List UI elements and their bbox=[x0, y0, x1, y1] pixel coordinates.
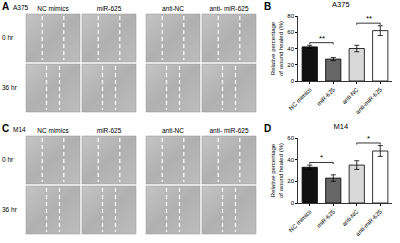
svg-text:36 hr: 36 hr bbox=[2, 84, 18, 91]
svg-text:0: 0 bbox=[291, 78, 295, 84]
svg-text:M14: M14 bbox=[334, 122, 349, 131]
svg-text:NC mimics: NC mimics bbox=[37, 5, 69, 12]
svg-text:**: ** bbox=[366, 14, 372, 23]
svg-text:20: 20 bbox=[287, 178, 294, 184]
svg-text:*: * bbox=[367, 134, 370, 143]
svg-text:miR-625: miR-625 bbox=[316, 86, 337, 107]
svg-text:40: 40 bbox=[287, 46, 294, 52]
html-text:D: D bbox=[264, 123, 272, 134]
svg-text:C: C bbox=[2, 123, 9, 134]
svg-text:36 hr: 36 hr bbox=[2, 206, 18, 213]
svg-text:0 hr: 0 hr bbox=[2, 156, 14, 163]
svg-text:NC mimics: NC mimics bbox=[288, 87, 313, 112]
svg-text:Relative percentageof wound he: Relative percentageof wound healed (%) bbox=[270, 21, 284, 76]
svg-text:M14: M14 bbox=[13, 126, 26, 133]
svg-text:anti-NC: anti-NC bbox=[162, 5, 184, 12]
svg-text:anti- miR-625: anti- miR-625 bbox=[209, 127, 248, 134]
svg-text:*: * bbox=[320, 153, 323, 162]
svg-text:anti-miR-625: anti-miR-625 bbox=[355, 86, 384, 115]
svg-text:0 hr: 0 hr bbox=[2, 34, 14, 41]
svg-text:anti- miR-625: anti- miR-625 bbox=[209, 5, 248, 12]
svg-text:**: ** bbox=[319, 34, 325, 43]
svg-text:anti-miR-625: anti-miR-625 bbox=[355, 208, 384, 237]
html-text:B: B bbox=[264, 1, 272, 12]
svg-text:anti-NC: anti-NC bbox=[162, 127, 184, 134]
svg-text:60: 60 bbox=[287, 29, 294, 35]
svg-text:80: 80 bbox=[287, 13, 294, 19]
svg-text:20: 20 bbox=[287, 62, 294, 68]
svg-text:Relative percentageof wound he: Relative percentageof wound healed (%) bbox=[270, 143, 284, 198]
svg-text:anti-NC: anti-NC bbox=[341, 208, 360, 227]
svg-text:NC mimics: NC mimics bbox=[37, 127, 69, 134]
svg-text:60: 60 bbox=[287, 135, 294, 141]
svg-text:0: 0 bbox=[291, 200, 295, 206]
svg-text:miR-625: miR-625 bbox=[97, 127, 122, 134]
svg-text:40: 40 bbox=[287, 157, 294, 163]
svg-text:anti-NC: anti-NC bbox=[341, 86, 360, 105]
svg-text:A375: A375 bbox=[332, 0, 350, 9]
svg-text:miR-625: miR-625 bbox=[97, 5, 122, 12]
svg-text:A: A bbox=[2, 1, 9, 12]
svg-text:A375: A375 bbox=[13, 4, 29, 11]
svg-text:NC mimics: NC mimics bbox=[288, 209, 313, 234]
svg-text:miR-625: miR-625 bbox=[316, 208, 337, 229]
